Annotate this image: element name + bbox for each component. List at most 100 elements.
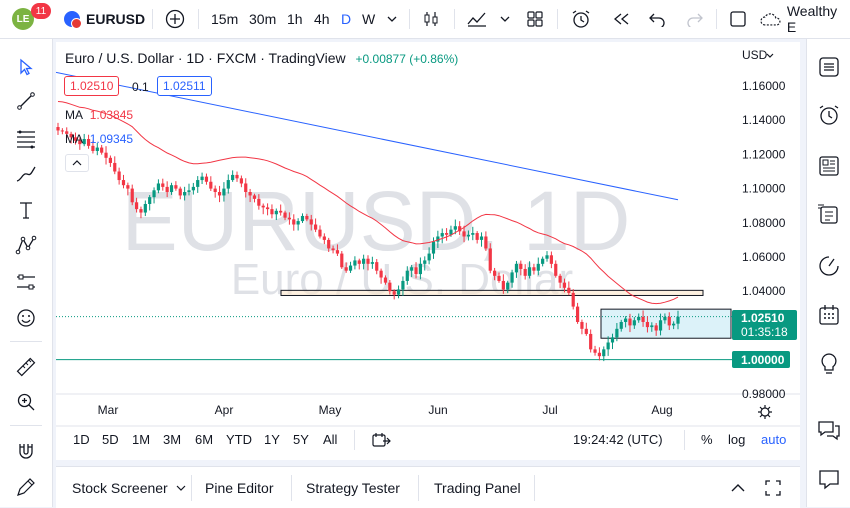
percent-scale-toggle[interactable]: % (701, 432, 713, 447)
range-5y[interactable]: 5Y (293, 432, 309, 447)
indicators-button[interactable] (465, 0, 489, 38)
news-button[interactable] (813, 151, 845, 181)
candle-body (331, 248, 335, 251)
candle-body (104, 152, 108, 158)
interval-15m[interactable]: 15m (211, 11, 239, 27)
text-tool[interactable] (10, 196, 42, 224)
range-1m[interactable]: 1M (132, 432, 151, 447)
range-6m[interactable]: 6M (195, 432, 214, 447)
top-toolbar: LE 11 EURUSD 15m 30m 1h 4h D W (0, 0, 850, 39)
buy-price-box[interactable]: 1.02511 (157, 76, 212, 96)
candle-body (628, 318, 632, 326)
watermark-description: Euro / U.S. Dollar (231, 255, 573, 304)
ma-fast-legend[interactable]: MA 1.03845 (65, 108, 133, 122)
compare-add-button[interactable] (163, 0, 187, 38)
auto-scale-toggle[interactable]: auto (761, 432, 787, 447)
replay-button[interactable] (609, 0, 633, 38)
chats-button[interactable] (813, 415, 845, 445)
candle-body (73, 137, 78, 141)
candle-body (279, 210, 283, 213)
ideas-button[interactable] (813, 349, 845, 379)
last-price-label: 1.02510 (741, 311, 785, 325)
interval-dropdown[interactable] (385, 0, 399, 38)
user-avatar[interactable]: LE (12, 8, 34, 30)
chart-settings-gear-icon[interactable] (758, 405, 772, 419)
interval-30m[interactable]: 30m (249, 11, 277, 27)
goto-date-button[interactable] (371, 432, 391, 453)
watchlist-button[interactable] (813, 52, 845, 82)
stay-in-drawing-tool[interactable] (10, 473, 42, 501)
indicators-dropdown[interactable] (499, 0, 511, 38)
interval-1h[interactable]: 1h (287, 11, 303, 27)
price-tick-label: 1.06000 (742, 250, 786, 264)
tab-stock-screener[interactable]: Stock Screener (72, 467, 186, 508)
range-3m[interactable]: 3M (163, 432, 182, 447)
candle-body (471, 233, 475, 235)
candle-body (344, 267, 348, 271)
candle-body (156, 183, 161, 191)
sell-price-box[interactable]: 1.02510 (64, 76, 120, 96)
alert-button[interactable] (569, 0, 593, 38)
time-tick-label: May (319, 403, 342, 417)
notification-badge[interactable]: 11 (31, 3, 51, 19)
candle-body (178, 188, 182, 196)
legend-symbol-title[interactable]: Euro / U.S. Dollar · 1D · FXCM · Trading… (65, 50, 346, 66)
symbol-search[interactable]: EURUSD (64, 0, 145, 38)
ma-slow-legend[interactable]: MA 1.09345 (65, 132, 133, 146)
undo-button[interactable] (646, 0, 668, 38)
data-window-button[interactable] (813, 199, 845, 229)
calendar-button[interactable] (813, 300, 845, 330)
streams-button[interactable] (813, 464, 845, 494)
account-button[interactable]: Wealthy E (759, 0, 850, 38)
candle-body (440, 233, 444, 237)
chart-type-button[interactable] (420, 0, 442, 38)
ruler-tool[interactable] (10, 353, 42, 381)
measure-levels-tool[interactable] (10, 268, 42, 296)
interval-d[interactable]: D (341, 11, 352, 27)
fib-tool[interactable] (10, 125, 42, 153)
tab-trading-panel[interactable]: Trading Panel (434, 479, 521, 496)
interval-4h[interactable]: 4h (314, 11, 330, 27)
candle-body (91, 145, 95, 151)
redo-button[interactable] (684, 0, 706, 38)
utc-clock[interactable]: 19:24:42 (UTC) (573, 432, 663, 447)
candle-body (658, 320, 663, 331)
range-ytd[interactable]: YTD (226, 432, 252, 447)
layout-button[interactable] (524, 0, 546, 38)
candle-body (152, 190, 156, 198)
emoji-tool[interactable] (10, 304, 42, 332)
range-1d[interactable]: 1D (73, 432, 90, 447)
brush-tool[interactable] (10, 161, 42, 189)
price-chart[interactable]: EURUSD, 1D Euro / U.S. Dollar 1.160001.1… (56, 42, 800, 460)
zoom-tool[interactable] (10, 388, 42, 416)
candle-body (139, 209, 143, 213)
price-tick-label: 1.16000 (742, 79, 786, 93)
cursor-tool[interactable] (10, 53, 42, 81)
log-scale-toggle[interactable]: log (728, 432, 746, 447)
magnet-tool[interactable] (10, 437, 42, 465)
interval-w[interactable]: W (362, 11, 376, 27)
candle-body (309, 219, 313, 225)
hotlists-button[interactable] (813, 251, 845, 281)
trend-line-tool[interactable] (10, 87, 42, 115)
range-1y[interactable]: 1Y (264, 432, 280, 447)
candle-body (593, 349, 597, 353)
tab-strategy-tester[interactable]: Strategy Tester (306, 479, 400, 496)
notification-count: 11 (35, 5, 47, 17)
avatar-initials: LE (16, 13, 30, 25)
candle-body (126, 185, 130, 189)
fullscreen-button[interactable] (727, 0, 749, 38)
candle-body (375, 262, 379, 271)
range-all[interactable]: All (323, 432, 338, 447)
tab-pine-editor[interactable]: Pine Editor (205, 479, 274, 496)
pattern-tool[interactable] (10, 231, 42, 259)
range-5d[interactable]: 5D (102, 432, 119, 447)
collapse-legend-button[interactable] (65, 154, 89, 172)
collapse-panel-button[interactable] (730, 467, 746, 508)
currency-label[interactable]: USD (742, 48, 768, 62)
alerts-panel-button[interactable] (813, 100, 845, 130)
candle-body (493, 270, 497, 276)
maximize-panel-button[interactable] (764, 467, 782, 508)
candle-body (318, 229, 322, 237)
chart-pane[interactable]: EURUSD, 1D Euro / U.S. Dollar 1.16000 1.1… (56, 42, 800, 460)
